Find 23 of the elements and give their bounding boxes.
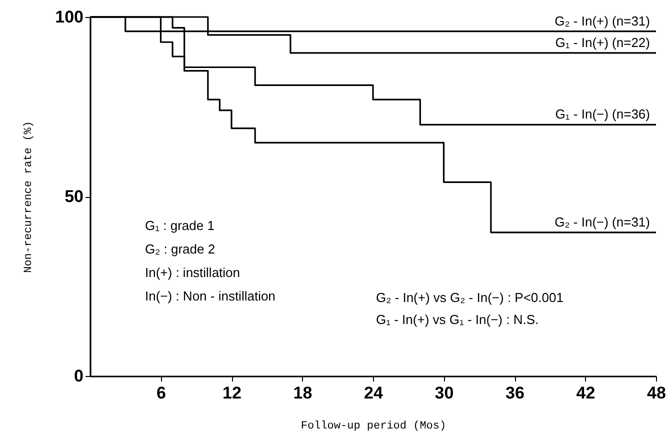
annotation: G₁ - In(+) vs G₁ - In(−) : N.S. [376, 312, 539, 327]
y-tick-label: 0 [74, 366, 84, 386]
annotation: G₂ - In(+) vs G₂ - In(−) : P<0.001 [376, 290, 564, 305]
y-axis-title: Non-recurrence rate (%) [23, 121, 36, 273]
y-tick-label: 100 [55, 8, 84, 26]
x-tick-label: 36 [506, 384, 524, 402]
annotation: G₂ : grade 2 [145, 242, 216, 256]
x-tick-label: 24 [364, 384, 384, 402]
series-label: G₂ - In(−) (n=31) [554, 214, 650, 230]
y-tick-label: 50 [64, 187, 84, 206]
x-tick-label: 18 [293, 384, 312, 402]
series-label: G₁ - In(+) (n=22) [555, 34, 650, 50]
x-tick-label: 30 [434, 384, 454, 402]
annotation: In(+) : instillation [145, 265, 240, 280]
x-tick-label: 48 [647, 384, 666, 402]
x-axis-title: Follow-up period (Mos) [300, 420, 446, 432]
annotation: G₁ : grade 1 [145, 218, 214, 233]
x-tick-label: 12 [222, 384, 242, 402]
series-label: G₂ - In(+) (n=31) [554, 13, 650, 28]
series-label: G₁ - In(−) (n=36) [555, 106, 650, 122]
x-tick-label: 42 [576, 384, 596, 402]
annotation: In(−) : Non - instillation [145, 288, 276, 304]
x-tick-label: 6 [156, 384, 166, 402]
